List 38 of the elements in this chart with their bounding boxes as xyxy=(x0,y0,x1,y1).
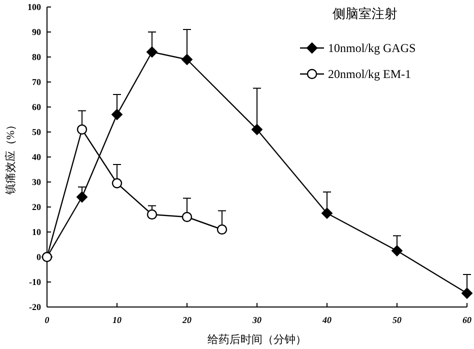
y-tick-label: -10 xyxy=(29,277,42,288)
y-tick-label: 60 xyxy=(32,102,42,112)
y-tick-label: 10 xyxy=(32,227,42,238)
point xyxy=(392,245,402,256)
point xyxy=(76,192,88,202)
y-tick-label: 90 xyxy=(32,27,42,38)
legend-label: 10nmol/kg GAGS xyxy=(328,41,416,56)
y-tick-label: 0 xyxy=(36,252,42,262)
x-axis-title: 给药后时间（分钟） xyxy=(208,333,306,346)
x-tick-label: 50 xyxy=(392,315,402,325)
point xyxy=(182,212,192,222)
point xyxy=(112,178,122,188)
point xyxy=(146,46,158,58)
x-tick-label: 30 xyxy=(252,315,262,325)
y-tick-label: 30 xyxy=(32,177,42,188)
y-tick-label: 80 xyxy=(32,52,42,62)
y-tick-label: -20 xyxy=(29,302,42,312)
legend-label: 20nmol/kg EM-1 xyxy=(328,67,411,82)
y-tick-label: 50 xyxy=(32,127,42,138)
y-tick-label: 70 xyxy=(32,77,42,88)
x-tick-label: 60 xyxy=(462,315,472,325)
point xyxy=(462,288,472,299)
point xyxy=(216,224,228,235)
y-tick-label: 40 xyxy=(32,152,42,162)
point xyxy=(252,124,262,135)
x-tick-label: 20 xyxy=(182,315,192,325)
legend-title: 侧脑室注射 xyxy=(332,6,398,21)
point xyxy=(76,124,88,135)
point xyxy=(146,209,158,220)
point xyxy=(182,54,192,65)
x-tick-label: 0 xyxy=(44,315,50,325)
point xyxy=(322,208,332,219)
point xyxy=(112,109,122,120)
y-axis-title: 镇痛效应（%） xyxy=(4,119,17,196)
x-tick-label: 40 xyxy=(322,315,332,325)
x-tick-label: 10 xyxy=(112,315,122,325)
y-tick-label: 20 xyxy=(32,202,42,212)
y-tick-label: 100 xyxy=(28,2,42,12)
